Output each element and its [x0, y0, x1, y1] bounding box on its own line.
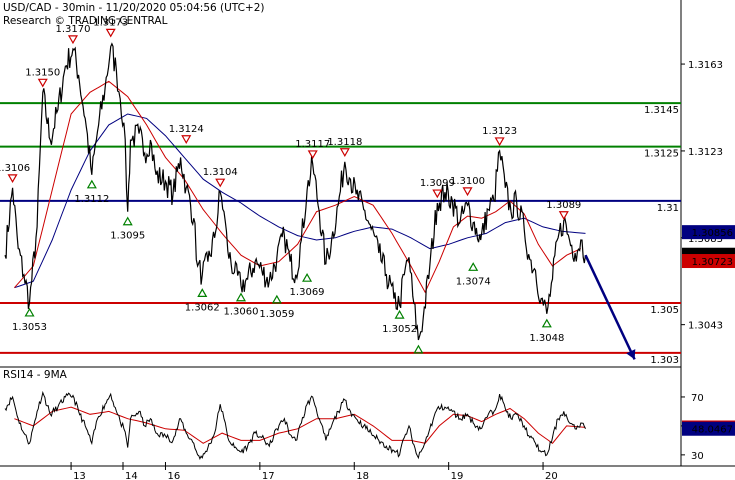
- price-axis-tick-label: 1.3083: [688, 234, 723, 245]
- forecast-arrow-shaft: [584, 254, 636, 360]
- time-axis-tick-label: 16: [167, 471, 180, 480]
- level-label: 1.305: [650, 305, 679, 316]
- swing-low-label: 1.3069: [290, 287, 325, 298]
- swing-high-label: 1.3089: [546, 200, 581, 211]
- rsi-path: [4, 390, 586, 460]
- value-tag-label: 1.30856: [692, 228, 733, 239]
- swing-low-label: 1.3095: [110, 231, 145, 242]
- swing-high-label: 1.3100: [450, 176, 485, 187]
- level-label: 1.31: [657, 203, 679, 214]
- time-axis-tick-label: 13: [73, 471, 86, 480]
- swing-high-marker: [215, 178, 226, 188]
- swing-high-label: 1.3106: [0, 163, 30, 174]
- swing-low-label: 1.3112: [74, 194, 109, 205]
- swing-high-label: 1.3150: [25, 67, 60, 78]
- swing-high-label: 1.3104: [203, 167, 238, 178]
- swing-high-label: 1.3117: [295, 139, 330, 150]
- swing-high-marker: [494, 137, 505, 147]
- rsi-ma-path: [14, 406, 586, 444]
- price-line: [4, 42, 587, 341]
- slow-ma-path: [14, 113, 586, 289]
- rsi-axis-tick-label: 70: [691, 393, 704, 404]
- swing-low-label: 1.3048: [529, 333, 564, 344]
- swing-high-marker: [339, 148, 350, 157]
- swing-low-marker: [271, 294, 282, 304]
- swing-low-label: 1.3059: [259, 309, 294, 320]
- time-axis-tick-label: 18: [356, 471, 369, 480]
- price-path: [4, 42, 587, 341]
- value-tag-box: [682, 421, 735, 436]
- value-tag-box: [682, 225, 735, 240]
- swing-high-label: 1.3170: [55, 24, 90, 35]
- swing-high-marker: [37, 78, 48, 88]
- swing-low-label: 1.3053: [12, 322, 47, 333]
- swing-high-marker: [67, 35, 78, 45]
- level-label: 1.303: [650, 355, 679, 366]
- swing-low-marker: [394, 309, 405, 319]
- swing-high-label: 1.3118: [327, 137, 362, 148]
- swing-low-marker: [122, 216, 133, 226]
- swing-high-marker: [7, 174, 18, 184]
- time-axis-tick-label: 19: [451, 471, 464, 480]
- swing-low-label: 1.3074: [456, 276, 491, 287]
- swing-low-marker: [86, 179, 97, 189]
- rsi-panel-title: RSI14 - 9MA: [3, 369, 68, 381]
- swing-low-marker: [468, 262, 479, 271]
- swing-high-label: 1.3123: [482, 126, 517, 137]
- swing-high-marker: [558, 211, 569, 220]
- rsi-line: [4, 390, 586, 460]
- swing-low-marker: [24, 307, 35, 317]
- swing-high-marker: [105, 28, 116, 38]
- swing-low-label: 1.3062: [185, 302, 220, 313]
- swing-high-label: 1.3099: [420, 178, 455, 189]
- swing-high-marker: [181, 135, 192, 144]
- time-axis-tick-label: 20: [545, 471, 558, 480]
- swing-high-marker: [462, 187, 473, 197]
- value-tag-box: [682, 254, 735, 269]
- swing-low-marker: [302, 272, 313, 282]
- chart-subtitle: Research © TRADING CENTRAL: [3, 15, 168, 27]
- forecast-arrow-head: [626, 349, 636, 360]
- swing-low-marker: [197, 288, 208, 297]
- level-label: 1.3145: [644, 105, 679, 116]
- slow-ma-line: [14, 113, 586, 289]
- swing-high-marker: [307, 150, 318, 160]
- time-axis-tick-label: 17: [262, 471, 275, 480]
- value-tag-label: 1.30723: [692, 257, 733, 268]
- swing-low-marker: [235, 292, 247, 302]
- swing-high-marker: [432, 189, 443, 199]
- swing-low-marker: [541, 318, 552, 328]
- time-axis-tick-label: 14: [125, 471, 138, 480]
- swing-high-label: 1.3173: [93, 17, 128, 28]
- forecast-arrow: [584, 254, 636, 360]
- rsi-ma-line: [14, 406, 586, 444]
- swing-high-label: 1.3124: [169, 124, 204, 135]
- value-tag-label: 48.0467: [692, 425, 733, 436]
- price-axis-tick-label: 1.3163: [688, 60, 723, 71]
- rsi-axis-tick-label: 30: [691, 451, 704, 462]
- swing-low-label: 1.3060: [223, 307, 258, 318]
- price-axis-tick-label: 1.3043: [688, 321, 723, 332]
- swing-low-label: 1.3052: [382, 324, 417, 335]
- axis-labels: 1.31631.31231.30831.30437050301314161718…: [70, 60, 723, 480]
- chart-title: USD/CAD - 30min - 11/20/2020 05:04:56 (U…: [3, 2, 265, 14]
- support-resistance-levels: 1.3145 1.3125 1.31 1.305 1.303: [0, 102, 681, 366]
- price-axis-tick-label: 1.3123: [688, 147, 723, 158]
- swing-low-marker: [413, 344, 424, 354]
- level-label: 1.3125: [644, 149, 679, 160]
